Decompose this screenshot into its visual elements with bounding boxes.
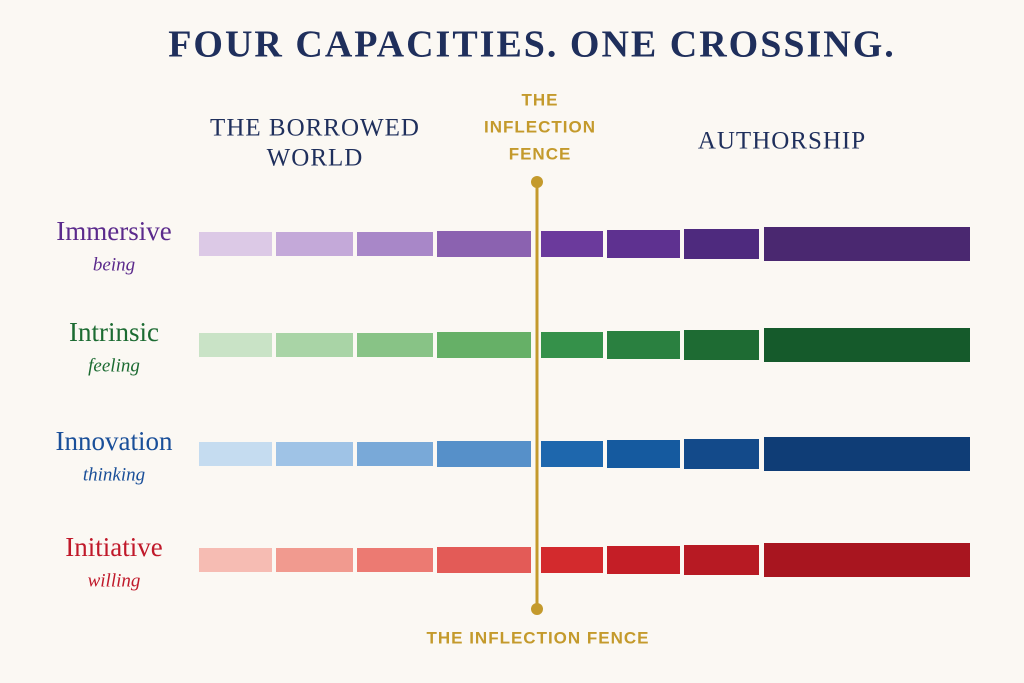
segment: [199, 232, 272, 256]
segment: [684, 229, 759, 259]
segment: [199, 548, 272, 572]
segment: [607, 331, 680, 359]
segment: [764, 543, 970, 577]
segment: [437, 332, 531, 358]
segment: [437, 547, 531, 573]
fence-dot: [531, 603, 543, 615]
segment: [541, 547, 603, 573]
segment: [541, 231, 603, 257]
segment: [357, 333, 433, 357]
column-header: AUTHORSHIP: [698, 128, 866, 155]
row-name: Initiative: [65, 532, 162, 562]
segment: [607, 546, 680, 574]
segment: [199, 442, 272, 466]
row-subtitle: being: [93, 254, 135, 275]
segment: [541, 332, 603, 358]
segment: [437, 441, 531, 467]
rows: Immersive being Intrinsic feeling Innovation…: [56, 216, 970, 591]
segment: [276, 442, 353, 466]
segment: [357, 548, 433, 572]
fence-header: THE: [522, 90, 559, 109]
column-header: WORLD: [267, 145, 364, 172]
row-subtitle: willing: [88, 570, 141, 591]
title: FOUR CAPACITIES. ONE CROSSING.: [168, 24, 896, 66]
row-name: Innovation: [56, 426, 173, 456]
segment: [684, 439, 759, 469]
segment: [684, 330, 759, 360]
fence-header: INFLECTION: [484, 117, 596, 136]
segment: [607, 440, 680, 468]
row-name: Intrinsic: [69, 317, 159, 347]
row-subtitle: thinking: [83, 464, 145, 485]
segment: [199, 333, 272, 357]
segment: [437, 231, 531, 257]
segment: [276, 232, 353, 256]
segment: [684, 545, 759, 575]
fence-label: THE INFLECTION FENCE: [426, 628, 649, 647]
segment: [764, 437, 970, 471]
segment: [276, 548, 353, 572]
segment: [607, 230, 680, 258]
row-name: Immersive: [56, 216, 171, 246]
segment: [764, 328, 970, 362]
segment: [764, 227, 970, 261]
segment: [276, 333, 353, 357]
row-subtitle: feeling: [88, 355, 140, 376]
fence-dot: [531, 176, 543, 188]
segment: [541, 441, 603, 467]
fence-header: FENCE: [509, 144, 572, 163]
segment: [357, 442, 433, 466]
segment: [357, 232, 433, 256]
column-header: THE BORROWED: [210, 115, 420, 142]
